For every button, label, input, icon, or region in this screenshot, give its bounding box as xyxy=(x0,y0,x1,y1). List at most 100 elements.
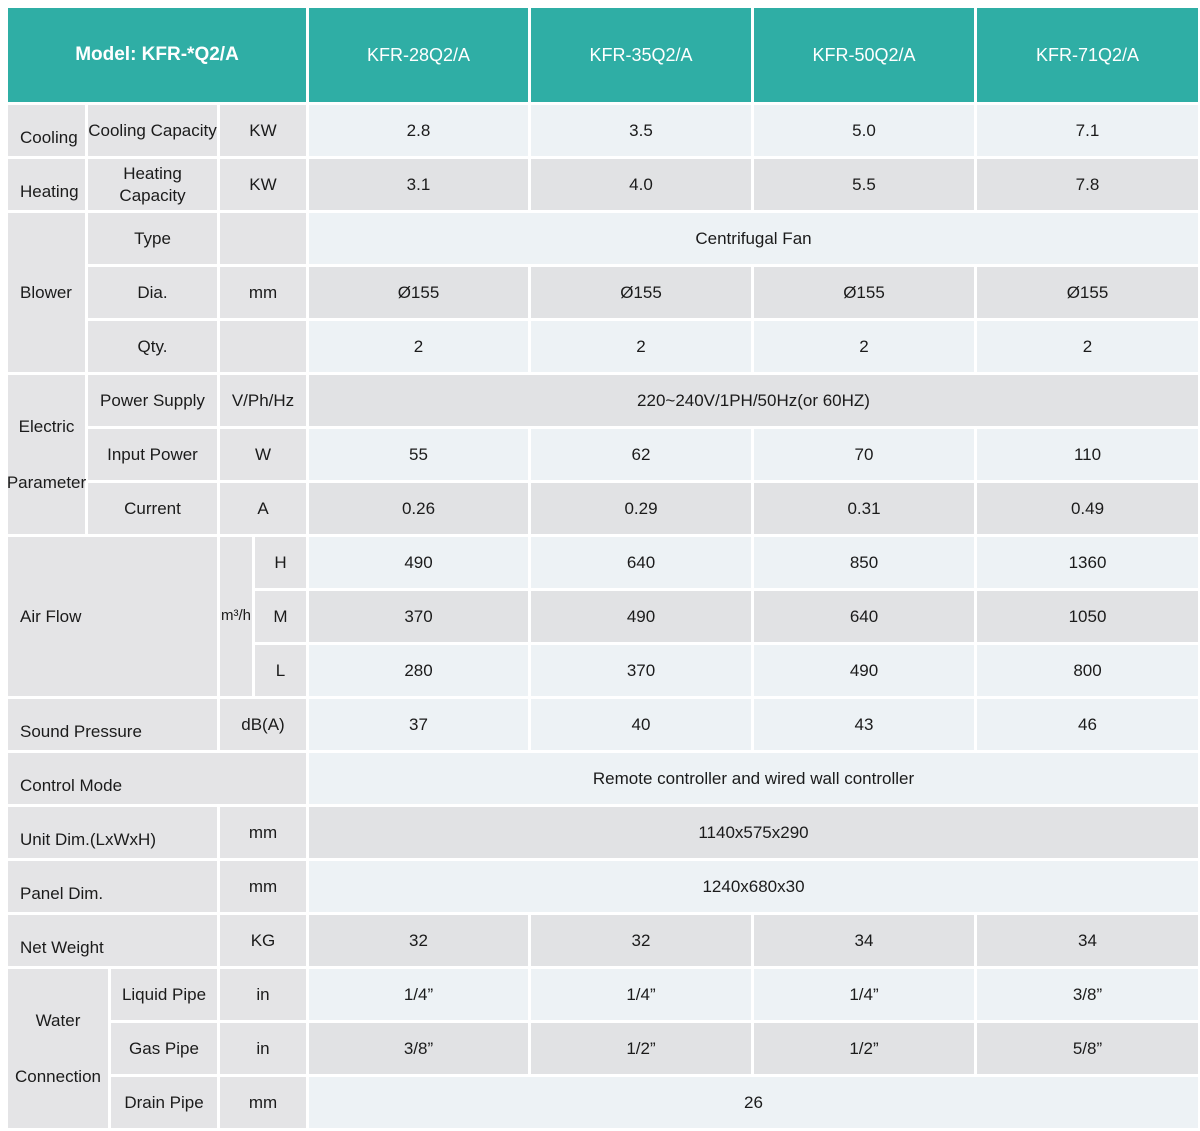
value-cell: 3.5 xyxy=(531,105,751,156)
value-cell: 0.31 xyxy=(754,483,974,534)
model-column-header: KFR-35Q2/A xyxy=(531,8,751,102)
value-cell: Ø155 xyxy=(531,267,751,318)
value-cell: 7.1 xyxy=(977,105,1198,156)
param-label: Type xyxy=(88,213,217,264)
value-cell: 1360 xyxy=(977,537,1198,588)
value-cell: 3/8” xyxy=(309,1023,528,1074)
value-cell: 55 xyxy=(309,429,528,480)
model-column-header: KFR-28Q2/A xyxy=(309,8,528,102)
model-header-cell: Model: KFR-*Q2/A xyxy=(8,8,306,102)
spec-table: Model: KFR-*Q2/A KFR-28Q2/A KFR-35Q2/A K… xyxy=(6,8,1198,1128)
electric-group-label: Electric Parameter xyxy=(6,375,87,534)
value-cell: 800 xyxy=(977,645,1198,696)
param-label: Dia. xyxy=(88,267,217,318)
model-column-header: KFR-50Q2/A xyxy=(754,8,974,102)
value-cell: 640 xyxy=(754,591,974,642)
value-cell: 1/4” xyxy=(309,969,528,1020)
value-cell: 1140x575x290 xyxy=(309,807,1198,858)
value-cell: 5.5 xyxy=(754,159,974,210)
model-column-header: KFR-71Q2/A xyxy=(977,8,1198,102)
value-cell: 2 xyxy=(754,321,974,372)
param-label: Input Power xyxy=(88,429,217,480)
value-cell: Centrifugal Fan xyxy=(309,213,1198,264)
param-label: Liquid Pipe xyxy=(111,969,217,1020)
value-cell: 5.0 xyxy=(754,105,974,156)
value-cell: Ø155 xyxy=(309,267,528,318)
value-cell: 3.1 xyxy=(309,159,528,210)
value-cell: 490 xyxy=(531,591,751,642)
value-cell: 1/4” xyxy=(531,969,751,1020)
value-cell: 5/8” xyxy=(977,1023,1198,1074)
value-cell: 0.49 xyxy=(977,483,1198,534)
param-label: Drain Pipe xyxy=(111,1077,217,1128)
value-cell: 43 xyxy=(754,699,974,750)
control-mode-label: Control Mode xyxy=(8,753,306,804)
value-cell: Remote controller and wired wall control… xyxy=(309,753,1198,804)
value-cell: 0.29 xyxy=(531,483,751,534)
value-cell: 280 xyxy=(309,645,528,696)
param-label: Heating Capacity xyxy=(88,159,217,210)
panel-dim-label: Panel Dim. xyxy=(8,861,217,912)
unit-cell: in xyxy=(220,969,306,1020)
value-cell: 34 xyxy=(977,915,1198,966)
value-cell: 640 xyxy=(531,537,751,588)
unit-cell: mm xyxy=(220,807,306,858)
water-connection-group-label: Water Connection xyxy=(8,969,108,1128)
value-cell: 1/4” xyxy=(754,969,974,1020)
unit-cell xyxy=(220,321,306,372)
value-cell: 46 xyxy=(977,699,1198,750)
value-cell: Ø155 xyxy=(754,267,974,318)
value-cell: 2 xyxy=(531,321,751,372)
unit-cell: mm xyxy=(220,1077,306,1128)
unit-cell: mm xyxy=(220,267,306,318)
unit-dim-label: Unit Dim.(LxWxH) xyxy=(8,807,217,858)
electric-group-line2: Parameter xyxy=(6,472,87,492)
value-cell: 490 xyxy=(309,537,528,588)
value-cell: 2 xyxy=(309,321,528,372)
unit-cell: A xyxy=(220,483,306,534)
electric-group-line1: Electric xyxy=(18,416,75,436)
value-cell: 110 xyxy=(977,429,1198,480)
value-cell: 70 xyxy=(754,429,974,480)
value-cell: 40 xyxy=(531,699,751,750)
blower-group-label: Blower xyxy=(8,213,85,372)
param-label: Current xyxy=(88,483,217,534)
param-label: Cooling Capacity xyxy=(88,105,217,156)
value-cell: 62 xyxy=(531,429,751,480)
value-cell: 2 xyxy=(977,321,1198,372)
param-label: Power Supply xyxy=(88,375,217,426)
value-cell: 1050 xyxy=(977,591,1198,642)
air-flow-group-label: Air Flow xyxy=(8,537,217,696)
value-cell: 1240x680x30 xyxy=(309,861,1198,912)
value-cell: 32 xyxy=(531,915,751,966)
unit-cell: KW xyxy=(220,159,306,210)
value-cell: 1/2” xyxy=(531,1023,751,1074)
sound-pressure-label: Sound Pressure xyxy=(8,699,217,750)
value-cell: 4.0 xyxy=(531,159,751,210)
value-cell: 32 xyxy=(309,915,528,966)
value-cell: 370 xyxy=(531,645,751,696)
value-cell: Ø155 xyxy=(977,267,1198,318)
value-cell: 34 xyxy=(754,915,974,966)
water-group-line1: Water xyxy=(35,1010,81,1030)
water-group-line2: Connection xyxy=(14,1066,101,1086)
value-cell: 1/2” xyxy=(754,1023,974,1074)
unit-cell: m³/h xyxy=(220,537,252,696)
param-label: H xyxy=(255,537,306,588)
value-cell: 490 xyxy=(754,645,974,696)
unit-cell: KW xyxy=(220,105,306,156)
unit-cell xyxy=(220,213,306,264)
value-cell: 2.8 xyxy=(309,105,528,156)
unit-cell: dB(A) xyxy=(220,699,306,750)
param-label: Qty. xyxy=(88,321,217,372)
value-cell: 26 xyxy=(309,1077,1198,1128)
unit-cell: KG xyxy=(220,915,306,966)
value-cell: 7.8 xyxy=(977,159,1198,210)
value-cell: 220~240V/1PH/50Hz(or 60HZ) xyxy=(309,375,1198,426)
unit-cell: V/Ph/Hz xyxy=(220,375,306,426)
value-cell: 3/8” xyxy=(977,969,1198,1020)
value-cell: 0.26 xyxy=(309,483,528,534)
value-cell: 850 xyxy=(754,537,974,588)
param-label: L xyxy=(255,645,306,696)
unit-cell: in xyxy=(220,1023,306,1074)
